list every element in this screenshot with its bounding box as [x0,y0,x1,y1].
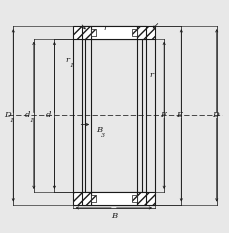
Text: F: F [159,111,165,119]
Bar [91,192,136,205]
Bar [91,26,136,39]
Text: r: r [65,56,69,65]
Text: 1: 1 [69,63,73,68]
Bar [82,192,91,205]
Text: 1: 1 [9,118,13,123]
Bar [131,29,136,36]
Text: 1: 1 [29,118,33,123]
Text: B: B [110,212,116,220]
Bar [91,29,96,36]
Text: r: r [149,71,153,79]
Bar [136,192,145,205]
Bar [136,26,145,39]
Text: E: E [176,111,182,119]
Bar [72,192,154,205]
Text: r: r [104,24,107,32]
Text: D: D [4,111,11,119]
Bar [91,195,96,202]
Text: 3: 3 [101,133,104,138]
Text: d: d [45,111,51,119]
Text: d: d [25,111,30,119]
Bar [82,26,91,39]
Bar [72,26,154,39]
Text: D: D [211,111,218,119]
Text: B: B [95,126,102,134]
Bar [131,195,136,202]
